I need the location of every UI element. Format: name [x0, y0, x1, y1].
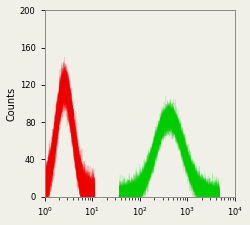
Y-axis label: Counts: Counts [7, 86, 17, 121]
